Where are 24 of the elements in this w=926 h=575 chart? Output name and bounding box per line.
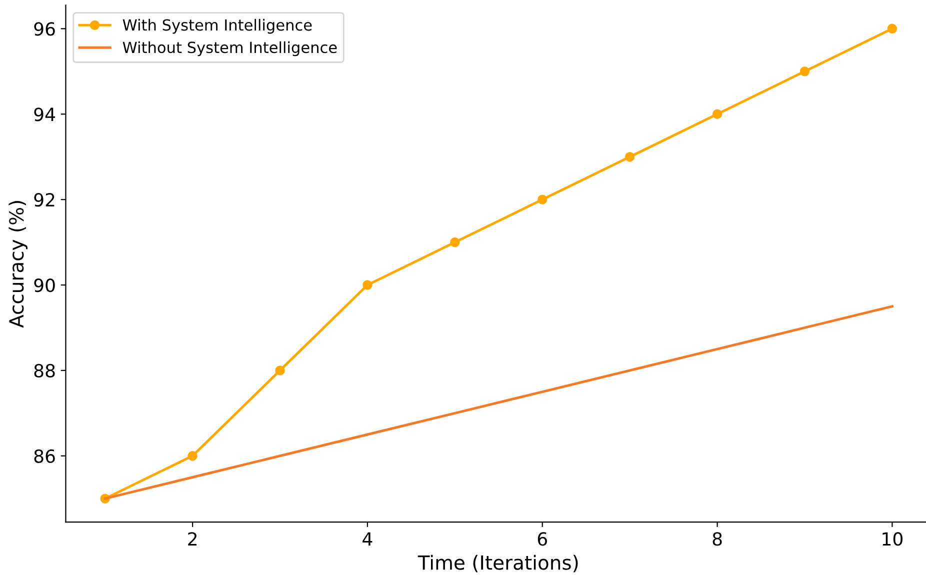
y-tick-label: 86 (34, 449, 55, 463)
y-tick-label: 92 (34, 193, 54, 207)
point (450, 237, 460, 248)
point (887, 24, 898, 34)
x-tick-label: 8 (712, 532, 722, 546)
x-tick-label: 10 (882, 532, 902, 546)
y-tick-label: 96 (34, 22, 55, 36)
y-tick-label: 88 (34, 364, 55, 378)
x-tick-label: 2 (188, 532, 196, 546)
point (624, 152, 635, 162)
x-axis-title: Time (Iterations) (418, 554, 578, 572)
point (800, 66, 810, 76)
legend-label: Without System Intelligence (122, 41, 337, 56)
point (712, 109, 722, 119)
point (362, 280, 372, 290)
y-tick-label: 90 (34, 278, 55, 292)
point (538, 194, 548, 204)
y-axis-title: Accuracy (%) (8, 201, 28, 328)
legend-label: With System Intelligence (122, 18, 312, 34)
y-tick-label: 94 (34, 108, 56, 122)
point (188, 451, 198, 461)
x-tick-label: 6 (538, 532, 547, 546)
point (275, 366, 285, 376)
x-tick-label: 4 (362, 532, 372, 546)
